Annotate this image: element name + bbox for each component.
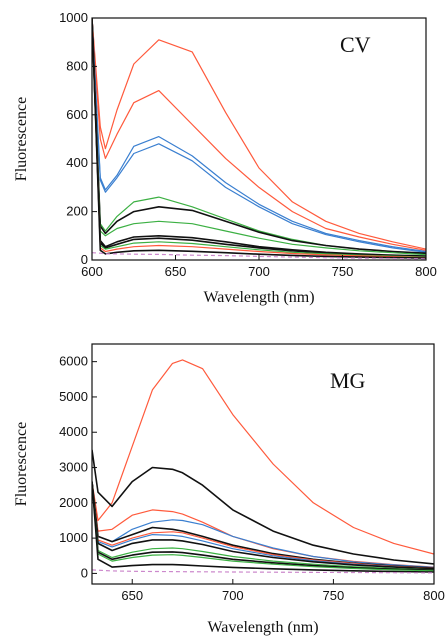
cv-panel-label: CV	[340, 32, 371, 57]
cv-series-line	[92, 18, 426, 253]
cv-y-axis: 0 200 400 600 800 1000	[59, 10, 97, 267]
cv-series-line	[92, 18, 426, 255]
cv-y-tick-label: 1000	[59, 10, 88, 25]
mg-series-line	[92, 449, 434, 565]
mg-series-line	[92, 481, 434, 571]
mg-series-line	[92, 481, 434, 570]
cv-y-tick-label: 600	[66, 107, 88, 122]
cv-series-line	[92, 18, 426, 254]
cv-x-axis-title: Wavelength (nm)	[203, 289, 314, 306]
cv-x-tick-label: 600	[81, 264, 103, 279]
cv-y-tick-label: 0	[81, 252, 88, 267]
cv-series-line	[92, 18, 426, 251]
mg-y-tick-label: 4000	[59, 424, 88, 439]
mg-panel-label: MG	[330, 368, 366, 393]
mg-series-line	[92, 569, 434, 574]
cv-y-tick-label: 400	[66, 155, 88, 170]
mg-x-tick-label: 700	[222, 588, 244, 603]
mg-x-tick-label: 650	[121, 588, 143, 603]
cv-series-line	[92, 18, 426, 256]
mg-series-line	[92, 481, 434, 571]
mg-y-axis-title: Fluorescence	[13, 422, 30, 506]
mg-plot-frame	[91, 343, 435, 585]
mg-panel: 650 700 750 800 0 1000 2000 3000 4000 5000 6000 M…	[13, 343, 445, 636]
cv-x-tick-label: 650	[165, 264, 187, 279]
cv-panel: 600 650 700 750 800 0 200 400 600 800 1000 CV Wav…	[13, 10, 437, 306]
mg-series-line	[92, 481, 434, 572]
cv-y-tick-label: 800	[66, 58, 88, 73]
cv-series-line	[92, 18, 426, 250]
mg-series-line	[92, 481, 434, 573]
mg-y-tick-label: 2000	[59, 495, 88, 510]
mg-x-tick-label: 800	[423, 588, 445, 603]
cv-x-tick-label: 750	[332, 264, 354, 279]
mg-x-tick-label: 750	[323, 588, 345, 603]
mg-x-axis: 650 700 750 800	[121, 579, 445, 603]
cv-y-tick-label: 200	[66, 204, 88, 219]
mg-x-axis-title: Wavelength (nm)	[207, 619, 318, 636]
cv-series-line	[92, 18, 426, 258]
cv-series-group	[92, 18, 426, 260]
mg-y-axis: 0 1000 2000 3000 4000 5000 6000	[59, 354, 97, 580]
mg-y-tick-label: 1000	[59, 530, 88, 545]
mg-series-line	[92, 481, 434, 568]
mg-series-line	[92, 359, 434, 555]
mg-y-tick-label: 0	[81, 565, 88, 580]
cv-x-tick-label: 800	[415, 264, 437, 279]
cv-y-axis-title: Fluorescence	[13, 97, 30, 181]
cv-series-line	[92, 18, 426, 257]
cv-series-line	[92, 252, 426, 260]
mg-y-tick-label: 3000	[59, 460, 88, 475]
mg-y-tick-label: 5000	[59, 389, 88, 404]
mg-series-group	[92, 359, 434, 574]
cv-plot-frame	[91, 17, 427, 261]
mg-y-tick-label: 6000	[59, 354, 88, 369]
cv-series-line	[92, 18, 426, 259]
cv-series-line	[92, 18, 426, 258]
cv-series-line	[92, 18, 426, 253]
mg-series-line	[92, 481, 434, 570]
cv-x-axis: 600 650 700 750 800	[81, 255, 437, 279]
cv-x-tick-label: 700	[248, 264, 270, 279]
cv-series-line	[92, 18, 426, 259]
